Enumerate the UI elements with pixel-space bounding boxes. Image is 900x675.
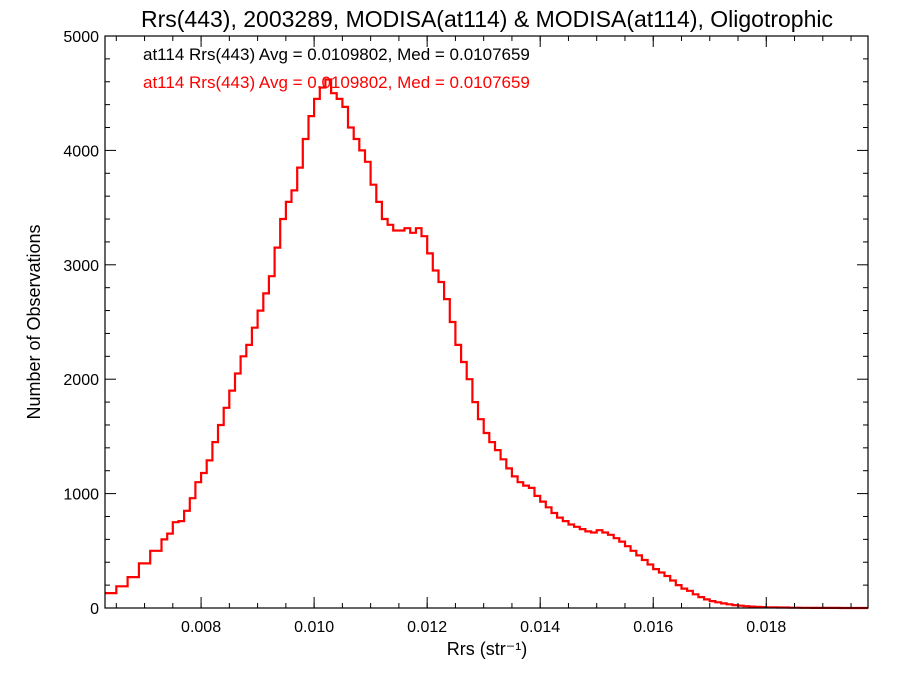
x-tick-label: 0.010 bbox=[294, 619, 334, 636]
y-tick-label: 3000 bbox=[63, 258, 99, 275]
stats-annotation: at114 Rrs(443) Avg = 0.0109802, Med = 0.… bbox=[143, 45, 530, 64]
x-axis-label: Rrs (str⁻¹) bbox=[447, 639, 527, 659]
x-tick-label: 0.008 bbox=[181, 619, 221, 636]
y-tick-label: 1000 bbox=[63, 487, 99, 504]
x-tick-label: 0.012 bbox=[407, 619, 447, 636]
chart-title: Rrs(443), 2003289, MODISA(at114) & MODIS… bbox=[141, 6, 833, 32]
stats-annotation: at114 Rrs(443) Avg = 0.0109802, Med = 0.… bbox=[143, 73, 530, 92]
y-tick-label: 4000 bbox=[63, 143, 99, 160]
x-tick-label: 0.014 bbox=[520, 619, 560, 636]
x-tick-label: 0.018 bbox=[746, 619, 786, 636]
y-tick-label: 5000 bbox=[63, 29, 99, 46]
y-tick-label: 0 bbox=[90, 601, 99, 618]
x-tick-label: 0.016 bbox=[633, 619, 673, 636]
y-axis-label: Number of Observations bbox=[24, 224, 44, 419]
y-tick-label: 2000 bbox=[63, 372, 99, 389]
histogram-series-line bbox=[105, 78, 868, 610]
plot-frame bbox=[104, 35, 869, 609]
